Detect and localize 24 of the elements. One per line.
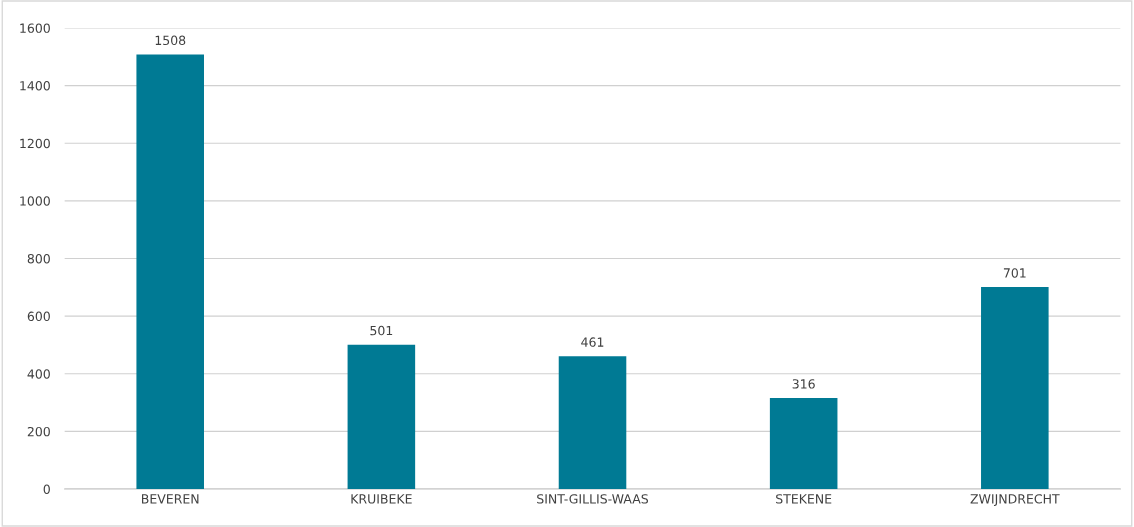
bar xyxy=(769,397,838,490)
data-label: 461 xyxy=(581,337,604,347)
x-tick-label: SINT-GILLIS-WAAS xyxy=(537,494,649,504)
data-label: 316 xyxy=(792,379,815,389)
bar xyxy=(981,287,1049,490)
y-tick-label: 1600 xyxy=(20,23,50,33)
bar xyxy=(136,54,204,490)
x-tick-label: STEKENE xyxy=(776,494,832,504)
data-label: 701 xyxy=(1003,268,1026,278)
bar xyxy=(347,344,416,490)
data-label: 1508 xyxy=(155,35,186,46)
y-tick-label: 600 xyxy=(27,311,50,322)
y-tick-label: 0 xyxy=(43,484,50,494)
x-tick-label: BEVEREN xyxy=(142,494,199,504)
y-tick-label: 800 xyxy=(27,253,50,264)
x-tick-label: KRUIBEKE xyxy=(351,494,412,504)
x-tick-label: ZWIJNDRECHT xyxy=(970,494,1060,506)
y-tick-label: 1000 xyxy=(20,196,50,206)
bar xyxy=(558,356,627,490)
y-tick-label: 1400 xyxy=(20,81,50,91)
y-tick-label: 1200 xyxy=(20,138,50,149)
data-label: 501 xyxy=(370,325,393,336)
y-tick-label: 200 xyxy=(27,426,50,437)
y-tick-label: 400 xyxy=(27,369,50,379)
